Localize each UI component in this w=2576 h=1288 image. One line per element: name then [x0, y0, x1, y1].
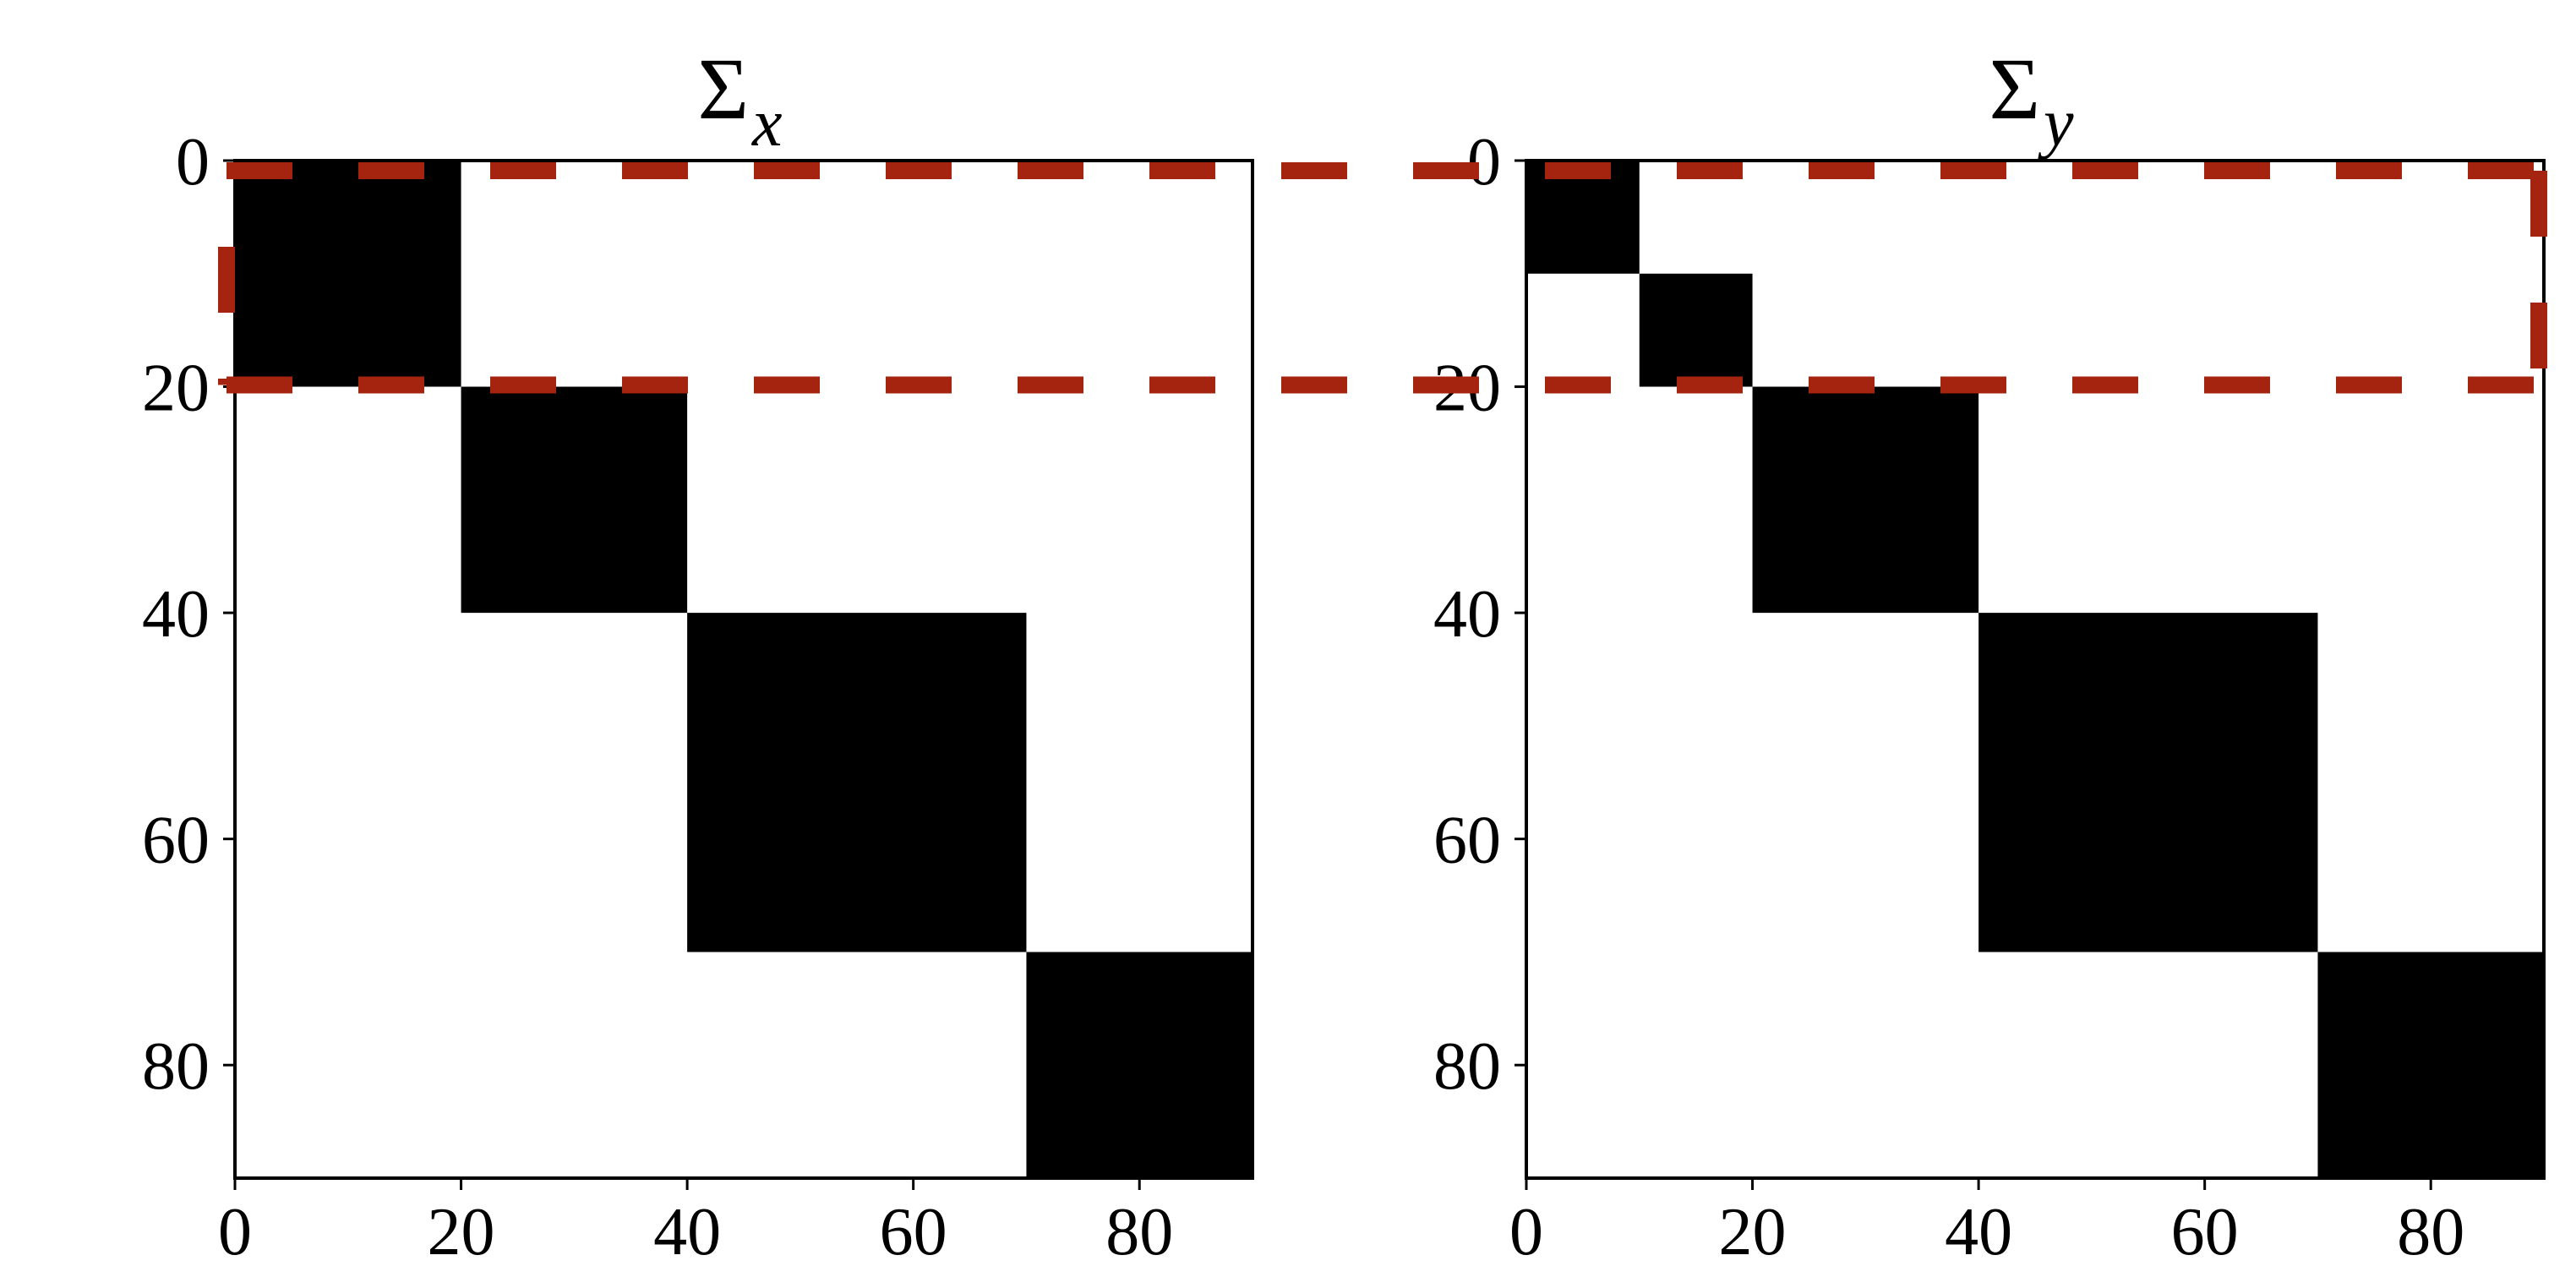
highlight-rows-overlay: [218, 162, 2547, 394]
x-tick-label: 80: [2397, 1195, 2464, 1269]
panel-title: Σ: [697, 41, 749, 138]
x-tick-label: 20: [1719, 1195, 1787, 1269]
block-1: [1639, 273, 1753, 387]
y-tick-label: 60: [142, 804, 210, 878]
block-0: [1526, 161, 1640, 274]
x-tick-label: 0: [1509, 1195, 1543, 1269]
panel-title-subscript: y: [2038, 86, 2074, 161]
x-tick-label: 40: [653, 1195, 721, 1269]
panel-title: Σ: [1989, 41, 2040, 138]
panel-title-subscript: x: [751, 86, 783, 161]
y-tick-label: 40: [142, 577, 210, 652]
block-0: [235, 161, 461, 387]
y-tick-label: 20: [142, 352, 210, 426]
block-4: [2317, 952, 2544, 1178]
block-3: [1026, 952, 1253, 1178]
sigma-x-panel: 0 20 40 60 80 0 20 40 60 80 Σ x: [142, 41, 1254, 1269]
x-tick-label: 40: [1945, 1195, 2012, 1269]
y-tick-label: 80: [142, 1029, 210, 1104]
y-tick-label: 60: [1433, 804, 1501, 878]
y-tick-label: 40: [1433, 577, 1501, 652]
block-3: [1978, 613, 2318, 952]
x-tick-label: 60: [880, 1195, 947, 1269]
y-tick-label: 0: [176, 125, 210, 199]
x-tick-label: 80: [1105, 1195, 1173, 1269]
axes-frame: [1525, 159, 2546, 1180]
x-tick-label: 20: [428, 1195, 495, 1269]
x-tick-label: 60: [2171, 1195, 2239, 1269]
block-2: [1752, 386, 1979, 614]
y-tick-label: 80: [1433, 1029, 1501, 1104]
axes-frame: [233, 159, 1254, 1180]
x-tick-label: 0: [218, 1195, 252, 1269]
block-2: [687, 613, 1027, 952]
block-1: [461, 386, 688, 614]
